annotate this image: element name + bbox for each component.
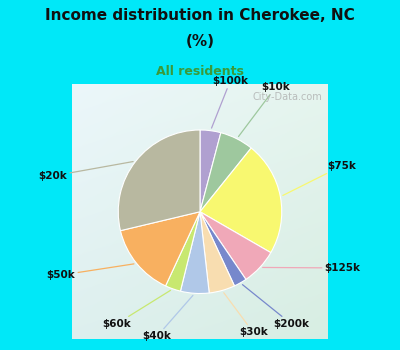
Wedge shape [166, 212, 200, 291]
Wedge shape [200, 212, 271, 279]
Text: All residents: All residents [156, 65, 244, 78]
Wedge shape [200, 212, 234, 293]
Text: $30k: $30k [224, 293, 268, 337]
Text: $100k: $100k [212, 76, 248, 128]
Text: $10k: $10k [238, 82, 290, 136]
Wedge shape [120, 212, 200, 286]
Text: Income distribution in Cherokee, NC: Income distribution in Cherokee, NC [45, 8, 355, 23]
Wedge shape [180, 212, 209, 294]
Wedge shape [118, 130, 200, 231]
Text: $50k: $50k [46, 264, 134, 280]
Text: $40k: $40k [142, 295, 193, 342]
Text: $20k: $20k [38, 162, 133, 181]
Wedge shape [200, 212, 246, 286]
Wedge shape [200, 130, 221, 212]
Wedge shape [200, 133, 251, 212]
Wedge shape [200, 148, 282, 253]
Text: $75k: $75k [283, 161, 357, 195]
Text: $60k: $60k [102, 290, 170, 329]
Text: $200k: $200k [242, 285, 310, 329]
Text: (%): (%) [186, 35, 214, 49]
Text: $125k: $125k [263, 263, 361, 273]
Text: City-Data.com: City-Data.com [253, 92, 323, 102]
